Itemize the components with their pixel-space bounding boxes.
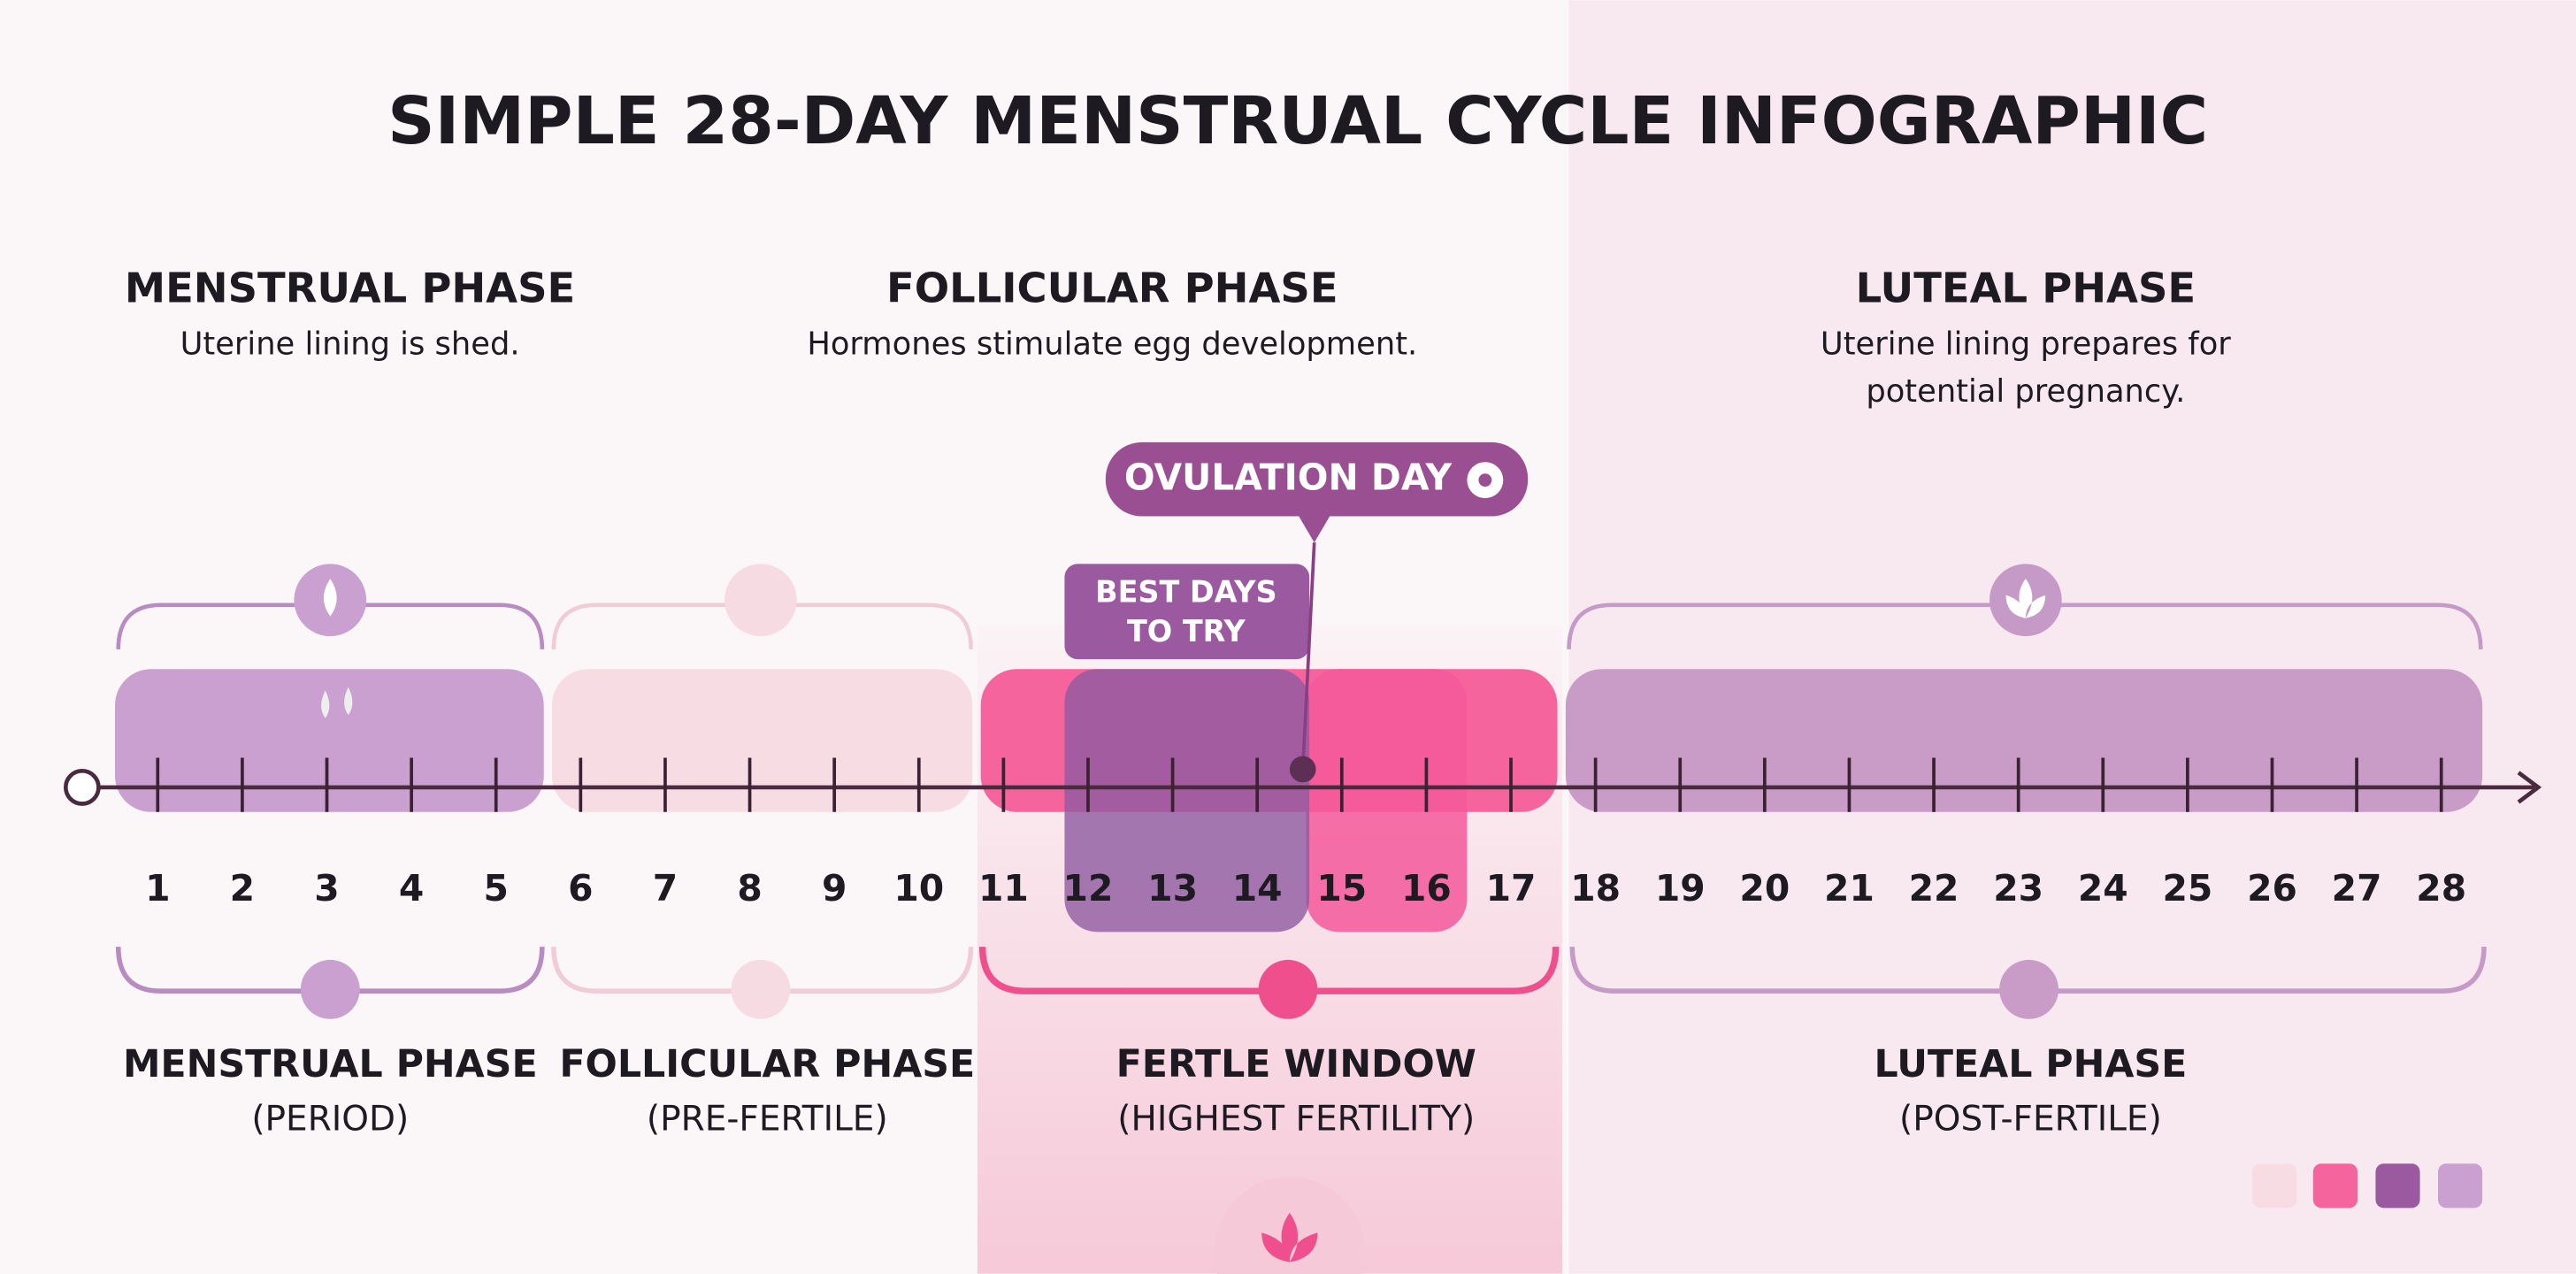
phase-label: MENSTRUAL PHASE xyxy=(123,1042,538,1086)
phase-description: Uterine lining prepares for xyxy=(1821,326,2231,362)
bracket-dot xyxy=(1999,959,2058,1019)
phase-title: FOLLICULAR PHASE xyxy=(886,265,1338,312)
icon-lotus xyxy=(2005,579,2046,618)
day-label: 17 xyxy=(1486,867,1537,909)
phase-description: Hormones stimulate egg development. xyxy=(807,326,1417,362)
day-label: 19 xyxy=(1655,867,1706,909)
luteal-block xyxy=(1565,669,2483,812)
phase-label: FERTLE WINDOW xyxy=(1116,1042,1476,1086)
day-label: 6 xyxy=(568,867,593,909)
icon-gear xyxy=(1478,473,1492,487)
day-label: 20 xyxy=(1739,867,1790,909)
day-label: 22 xyxy=(1909,867,1959,909)
day-label: 12 xyxy=(1063,867,1114,909)
background-right xyxy=(1568,0,2576,1274)
best-days-label: BEST DAYS xyxy=(1095,574,1276,609)
day-label: 10 xyxy=(893,867,944,909)
timeline-start xyxy=(63,769,101,806)
day-label: 27 xyxy=(2332,867,2382,909)
day-label: 14 xyxy=(1232,867,1283,909)
phase-title: MENSTRUAL PHASE xyxy=(125,265,575,312)
icon-leaf xyxy=(724,564,797,637)
day-label: 15 xyxy=(1316,867,1367,909)
day-label: 11 xyxy=(978,867,1029,909)
day-label: 24 xyxy=(2078,867,2128,909)
day-label: 28 xyxy=(2416,867,2466,909)
icon-drops xyxy=(321,687,353,718)
phase-label: FOLLICULAR PHASE xyxy=(559,1042,975,1086)
day-label: 16 xyxy=(1401,867,1452,909)
day-label: 18 xyxy=(1570,867,1621,909)
phase-sublabel: (POST-FERTILE) xyxy=(1899,1099,2162,1139)
day-label: 2 xyxy=(230,867,255,909)
ovulation-label: OVULATION DAY xyxy=(1124,457,1453,499)
menstrual-block xyxy=(115,669,544,812)
day-label: 9 xyxy=(822,867,847,909)
bracket-dot xyxy=(1258,959,1318,1019)
phase-description: potential pregnancy. xyxy=(1866,373,2185,410)
best-days-label: TO TRY xyxy=(1127,614,1246,649)
ovulation-pointer xyxy=(1298,514,1331,543)
timeline-arrow xyxy=(2517,771,2542,804)
best-days-tag xyxy=(1064,564,1310,660)
day-label: 3 xyxy=(314,867,339,909)
title: SIMPLE 28-DAY MENSTRUAL CYCLE INFOGRAPHI… xyxy=(387,82,2208,159)
follicular-block xyxy=(552,669,973,812)
icon-lotus-bottom xyxy=(1261,1212,1318,1262)
day-label: 8 xyxy=(737,867,762,909)
best-days-block xyxy=(1064,669,1310,932)
post-ovulation-block xyxy=(1306,669,1468,932)
icon-drop xyxy=(323,579,337,617)
day-label: 23 xyxy=(1993,867,2043,909)
day-label: 13 xyxy=(1147,867,1198,909)
phase-label: LUTEAL PHASE xyxy=(1874,1042,2188,1086)
day-label: 21 xyxy=(1824,867,1874,909)
phase-sublabel: (PERIOD) xyxy=(251,1099,409,1139)
day-label: 26 xyxy=(2247,867,2297,909)
day-label: 25 xyxy=(2162,867,2212,909)
bracket-dot xyxy=(300,959,360,1019)
phase-description: Uterine lining is shed. xyxy=(180,326,520,362)
phase-sublabel: (HIGHEST FERTILITY) xyxy=(1117,1099,1475,1139)
ovulation-dot xyxy=(1289,756,1316,783)
day-label: 1 xyxy=(145,867,170,909)
phase-title: LUTEAL PHASE xyxy=(1856,265,2196,312)
bracket-dot xyxy=(731,959,791,1019)
legend-swatches xyxy=(2252,1163,2483,1209)
day-label: 5 xyxy=(484,867,509,909)
ovulation-line xyxy=(1300,542,1316,770)
phase-sublabel: (PRE-FERTILE) xyxy=(647,1099,888,1139)
day-label: 7 xyxy=(653,867,678,909)
day-ticks: 1 2 3 4 5 6 7 8 9 10 11 12 13 14 15 16 17 18 19 20 21 22 23 24 2… xyxy=(145,757,2466,909)
day-label: 4 xyxy=(399,867,424,909)
ovulation-tag xyxy=(1105,441,1529,517)
